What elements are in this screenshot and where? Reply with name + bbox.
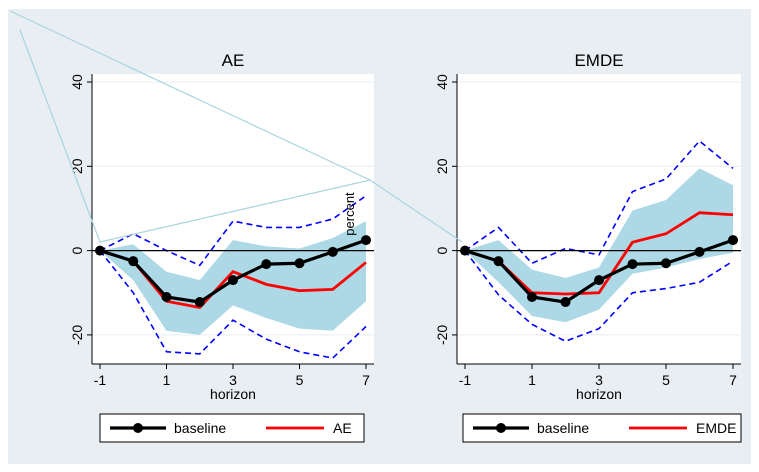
legend-marker-baseline	[133, 423, 143, 433]
baseline-point	[128, 256, 139, 267]
legend-label-baseline: baseline	[537, 420, 589, 436]
y-tick-label: 0	[69, 247, 85, 255]
artifact-line	[9, 10, 371, 181]
baseline-point	[95, 245, 105, 256]
baseline-point	[661, 258, 671, 269]
baseline-point	[228, 275, 238, 286]
baseline-point	[194, 297, 205, 308]
baseline-point	[560, 297, 571, 308]
chart-title: EMDE	[574, 51, 623, 70]
x-axis-label: horizon	[210, 386, 256, 402]
legend-label-emde: EMDE	[696, 420, 736, 436]
baseline-point	[694, 246, 705, 257]
legend-label-baseline: baseline	[174, 420, 226, 436]
x-tick-label: 3	[595, 372, 603, 388]
confidence-band-outer-lower	[99, 250, 367, 359]
y-tick-label: 40	[69, 74, 85, 90]
baseline-point	[294, 258, 305, 269]
confidence-band-inner	[465, 168, 733, 323]
chart-title: AE	[222, 51, 245, 70]
x-axis-label: horizon	[576, 386, 622, 402]
baseline-point	[161, 291, 172, 302]
y-tick-label: 0	[434, 247, 450, 255]
baseline-point	[728, 235, 738, 246]
y-tick-label: -20	[69, 325, 85, 345]
x-tick-label: 3	[229, 372, 237, 388]
y-tick-label: 40	[434, 74, 450, 90]
baseline-point	[460, 245, 470, 256]
percent-annotation: percent	[342, 192, 357, 236]
baseline-point	[261, 259, 272, 270]
y-tick-label: -20	[434, 325, 450, 345]
baseline-point	[594, 275, 604, 286]
baseline-point	[527, 291, 537, 302]
baseline-point	[493, 256, 504, 267]
x-tick-label: 7	[362, 372, 370, 388]
x-tick-label: 1	[163, 372, 171, 388]
x-tick-label: 1	[528, 372, 536, 388]
artifact-polyline	[19, 29, 463, 243]
chart-emde: -20 0 20 40 -1 1 3 5 7 EMDE horizon baseline EMDE	[434, 51, 742, 443]
x-tick-label: 5	[296, 372, 304, 388]
confidence-band-outer-upper	[464, 139, 734, 265]
x-tick-label: -1	[94, 372, 107, 388]
x-tick-label: 5	[662, 372, 670, 388]
confidence-band-outer-lower	[464, 250, 734, 343]
x-tick-label: -1	[459, 372, 472, 388]
legend-label-ae: AE	[333, 420, 352, 436]
legend-marker-baseline	[496, 423, 506, 433]
x-tick-label: 7	[729, 372, 737, 388]
y-tick-label: 20	[434, 158, 450, 174]
baseline-point	[361, 235, 371, 246]
baseline-point	[627, 259, 638, 270]
baseline-point	[327, 246, 338, 257]
